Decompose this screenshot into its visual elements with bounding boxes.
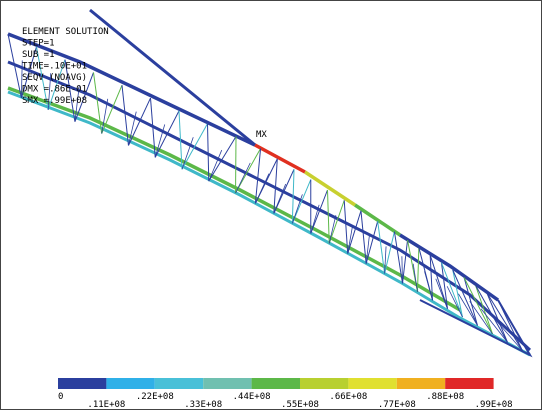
legend-label: .44E+08 xyxy=(233,392,271,402)
legend-label: .33E+08 xyxy=(184,400,222,410)
legend-swatch xyxy=(155,378,203,389)
legend-swatch xyxy=(445,378,493,389)
legend-label: .55E+08 xyxy=(281,400,319,410)
info-line: ELEMENT SOLUTION xyxy=(22,27,109,37)
info-line: DMX =.86E-01 xyxy=(22,85,87,95)
info-line: STEP=1 xyxy=(22,39,55,49)
legend-swatch xyxy=(203,378,251,389)
legend-swatch xyxy=(397,378,445,389)
legend-swatch xyxy=(58,378,106,389)
info-line: TIME=.10E+01 xyxy=(22,62,87,72)
legend-label: .99E+08 xyxy=(475,400,513,410)
legend-label: .11E+08 xyxy=(87,400,125,410)
legend-label: .77E+08 xyxy=(378,400,416,410)
info-line: SUB =1 xyxy=(22,50,55,60)
legend-label: .66E+08 xyxy=(329,392,367,402)
legend-label: 0 xyxy=(58,392,63,402)
info-line: SMX =.99E+08 xyxy=(22,96,87,106)
color-legend xyxy=(58,378,494,389)
legend-swatch xyxy=(300,378,348,389)
legend-swatch xyxy=(252,378,300,389)
result-viewport: ELEMENT SOLUTION STEP=1SUB =1 TIME=.10E+01… xyxy=(0,0,542,410)
legend-label: .88E+08 xyxy=(426,392,464,402)
legend-swatch xyxy=(106,378,154,389)
legend-swatch xyxy=(348,378,396,389)
legend-label: .22E+08 xyxy=(136,392,174,402)
info-line: SEQV (NOAVG) xyxy=(22,73,87,83)
max-label: MX xyxy=(256,130,267,140)
